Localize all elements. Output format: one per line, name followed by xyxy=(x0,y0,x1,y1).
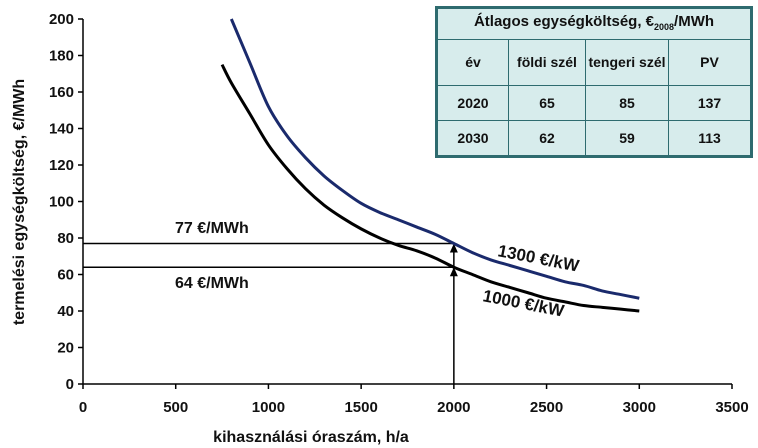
table-title: Átlagos egységköltség, €2008/MWh xyxy=(437,8,751,40)
table-cell: 2030 xyxy=(437,120,509,156)
y-tick-label: 80 xyxy=(57,230,74,247)
table-cell: 62 xyxy=(508,120,586,156)
y-axis-title: termelési egységköltség, €/MWh xyxy=(11,79,28,325)
table-row: 2020 65 85 137 xyxy=(437,85,751,121)
y-tick-label: 200 xyxy=(49,11,74,28)
table-title-suffix: /MWh xyxy=(674,12,715,30)
y-tick-label: 140 xyxy=(49,121,74,138)
reference-lines xyxy=(83,242,458,384)
series-line xyxy=(220,63,640,313)
y-tick-label: 180 xyxy=(49,48,74,65)
table-row: 2030 62 59 113 xyxy=(437,120,751,156)
table-title-sub: 2008 xyxy=(654,21,675,32)
x-tick-label: 3500 xyxy=(715,399,748,416)
annotation-label: 64 €/MWh xyxy=(175,275,249,292)
y-tick-label: 20 xyxy=(57,340,74,357)
table-cell: 65 xyxy=(508,85,586,121)
series-label: 1300 €/kW xyxy=(496,241,581,276)
table-cell: 137 xyxy=(668,85,751,121)
table-title-prefix: Átlagos egységköltség, € xyxy=(473,12,655,30)
x-tick-label: 1500 xyxy=(344,399,377,416)
curves xyxy=(220,18,640,313)
x-tick-label: 2500 xyxy=(530,399,563,416)
y-tick-label: 120 xyxy=(49,157,74,174)
cost-table: Átlagos egységköltség, €2008/MWh év föld… xyxy=(435,6,753,158)
x-tick-label: 0 xyxy=(79,399,87,416)
table-header-cell: év xyxy=(437,39,509,86)
x-tick-label: 3000 xyxy=(623,399,656,416)
table-header-cell: tengeri szél xyxy=(585,39,669,86)
x-axis-title: kihasználási óraszám, h/a xyxy=(213,429,409,446)
table-cell: 85 xyxy=(585,85,669,121)
y-tick-label: 100 xyxy=(49,194,74,211)
x-tick-label: 2000 xyxy=(437,399,470,416)
y-tick-label: 160 xyxy=(49,84,74,101)
annotation-label: 77 €/MWh xyxy=(175,220,249,237)
series-line xyxy=(229,18,640,300)
table-header-cell: földi szél xyxy=(508,39,586,86)
table-cell: 59 xyxy=(585,120,669,156)
table-cell: 113 xyxy=(668,120,751,156)
x-tick-label: 1000 xyxy=(252,399,285,416)
table-header-cell: PV xyxy=(668,39,751,86)
y-tick-label: 60 xyxy=(57,267,74,284)
x-tick-label: 500 xyxy=(163,399,188,416)
y-tick-label: 0 xyxy=(66,376,74,393)
y-tick-label: 40 xyxy=(57,303,74,320)
table-cell: 2020 xyxy=(437,85,509,121)
